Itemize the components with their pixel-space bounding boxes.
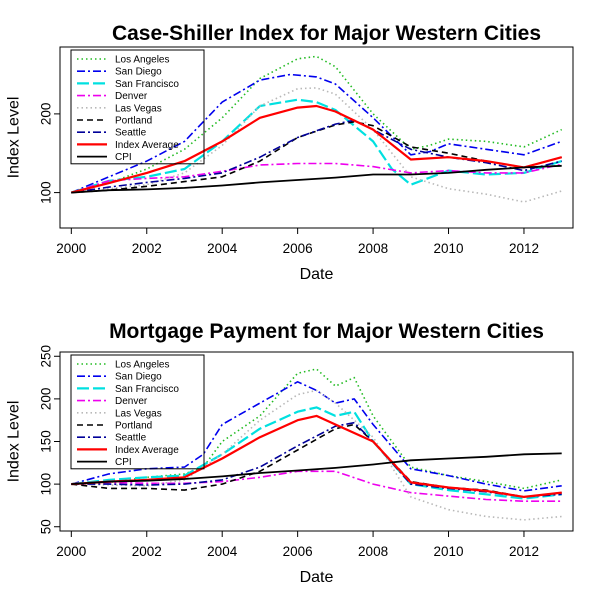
x-tick-label: 2004 [207,241,238,256]
legend-label-los-angeles: Los Angeles [115,360,170,371]
x-tick-label: 2004 [207,544,238,559]
series-line-san-diego [71,380,562,492]
legend-label-cpi: CPI [115,152,132,163]
x-tick-label: 2006 [283,544,313,559]
series-line-portland [71,121,562,194]
series-line-seattle [71,421,562,498]
y-axis: 100 200 [39,103,61,204]
legend-label-cpi: CPI [115,457,132,468]
chart-title: Case-Shiller Index for Major Western Cit… [112,22,541,45]
legend-label-seattle: Seattle [115,433,147,444]
series-group [70,55,563,203]
series-line-san-francisco [71,406,562,500]
x-tick-label: 2002 [132,544,162,559]
legend-label-denver: Denver [115,396,148,407]
series-line-index-average [71,414,562,498]
y-tick-label: 100 [39,473,54,496]
x-tick-label: 2008 [358,544,388,559]
legend-label-san-diego: San Diego [115,67,162,78]
series-line-san-francisco [70,98,563,194]
x-axis: 2000 2002 2004 2006 2008 2010 2012 [56,227,539,256]
x-axis: 2000 2002 2004 2006 2008 2010 2012 [56,530,539,559]
series-line-cpi [71,164,562,194]
x-tick-label: 2008 [358,241,388,256]
x-tick-label: 2010 [433,241,463,256]
legend-label-san-francisco: San Francisco [115,384,179,395]
legend-label-seattle: Seattle [115,128,147,139]
legend-label-las-vegas: Las Vegas [115,103,162,114]
series-line-los-angeles [71,368,562,490]
y-tick-label: 150 [39,430,54,453]
y-tick-label: 250 [39,345,54,368]
chart-panel-2: Mortgage Payment for Major Western Citie… [6,320,574,586]
chart-title: Mortgage Payment for Major Western Citie… [109,320,544,343]
series-line-las-vegas [71,389,562,521]
x-axis-label: Date [300,266,334,283]
legend-label-index-average: Index Average [115,140,179,151]
legend-label-las-vegas: Las Vegas [115,408,162,419]
x-tick-label: 2006 [283,241,313,256]
series-line-san-diego [70,73,562,194]
x-tick-label: 2012 [509,241,539,256]
x-tick-label: 2002 [132,241,162,256]
chart-panel-1: Case-Shiller Index for Major Western Cit… [6,22,574,283]
series-group [71,368,562,521]
y-axis-label: Index Level [6,401,23,483]
series-line-las-vegas [71,87,562,203]
legend-label-portland: Portland [115,116,152,127]
legend-label-san-diego: San Diego [115,372,162,383]
legend-label-index-average: Index Average [115,445,179,456]
x-tick-label: 2010 [433,544,463,559]
x-axis-label: Date [300,569,334,586]
x-tick-label: 2012 [509,544,539,559]
legend-label-los-angeles: Los Angeles [115,55,170,66]
y-tick-label: 200 [39,103,54,126]
legend-box [70,49,205,165]
legend-label-san-francisco: San Francisco [115,79,179,90]
y-tick-label: 200 [39,388,54,411]
y-axis-label: Index Level [6,97,23,179]
series-line-index-average [71,104,562,194]
legend-label-denver: Denver [115,91,148,102]
legend-box [70,354,205,470]
y-tick-label: 50 [39,519,54,534]
x-tick-label: 2000 [56,544,86,559]
series-line-denver [71,162,562,194]
y-tick-label: 100 [39,181,54,204]
series-line-los-angeles [71,55,563,194]
series-line-denver [71,470,562,503]
y-axis: 50 100 150 200 250 [39,345,61,534]
legend-label-portland: Portland [115,421,152,432]
series-line-cpi [71,452,562,485]
x-tick-label: 2000 [56,241,86,256]
